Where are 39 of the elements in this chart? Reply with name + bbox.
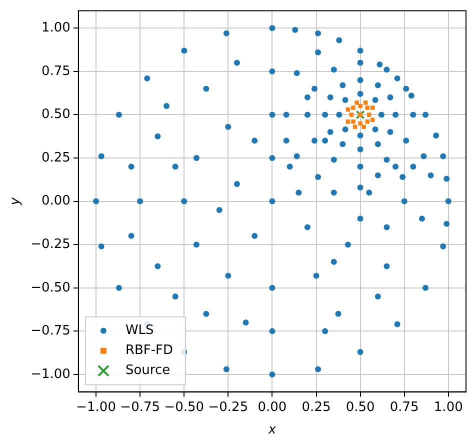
point [370, 106, 375, 110]
y-axis-title: y [8, 197, 24, 206]
point [356, 110, 365, 120]
x-tick-label: −0.75 [120, 400, 160, 415]
y-tick-label: −0.50 [30, 280, 70, 296]
y-tick-label: 0.25 [41, 150, 70, 166]
point [354, 100, 359, 105]
y-tick-label: 0.00 [41, 194, 70, 209]
point [365, 106, 370, 110]
point [352, 124, 358, 129]
y-tick-label: 1.00 [41, 20, 70, 36]
x-axis-title: x [267, 422, 276, 438]
y-tick-label: −0.75 [30, 324, 70, 339]
point [358, 104, 362, 108]
point [365, 120, 370, 124]
point [349, 112, 354, 117]
y-tick-label: −0.25 [30, 236, 70, 252]
point [366, 112, 372, 117]
legend-label: Source [125, 363, 170, 378]
legend-label: WLS [125, 323, 154, 338]
x-tick-label: −0.50 [164, 400, 204, 415]
point [351, 120, 356, 124]
point [358, 121, 362, 126]
x-tick-label: 0.75 [390, 400, 419, 415]
point [362, 124, 366, 129]
x-tick-label: 0.50 [346, 400, 375, 415]
x-tick-label: −0.25 [208, 400, 248, 415]
y-tick-label: −1.00 [30, 366, 70, 382]
x-tick-label: 0.25 [302, 400, 331, 415]
y-tick-label: 0.75 [41, 64, 70, 79]
y-tick-label: 0.50 [41, 107, 70, 122]
point [351, 106, 356, 110]
point [358, 112, 362, 117]
x-tick-label: 1.00 [434, 400, 463, 415]
point [346, 120, 350, 124]
x-tick-label: −1.00 [76, 400, 116, 415]
x-tick-label: 0.00 [258, 400, 287, 415]
legend-label: RBF-FD [125, 343, 174, 358]
point [370, 118, 375, 122]
